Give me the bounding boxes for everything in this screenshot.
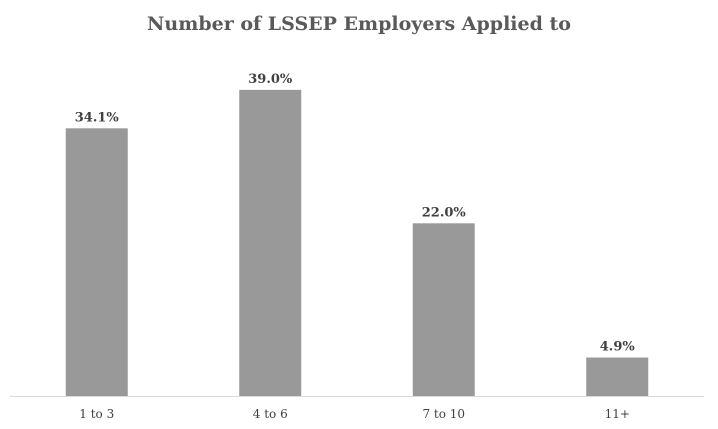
value-label-2: 22.0% xyxy=(422,205,467,220)
bar-1 xyxy=(239,89,302,396)
category-label-1: 4 to 6 xyxy=(253,407,288,421)
bar-3 xyxy=(586,357,649,396)
bars-group xyxy=(65,89,649,396)
value-label-0: 34.1% xyxy=(75,110,120,125)
bar-0 xyxy=(65,128,128,396)
category-label-0: 1 to 3 xyxy=(79,407,114,421)
bar-2 xyxy=(412,223,475,396)
category-label-2: 7 to 10 xyxy=(422,407,465,421)
chart-title: Number of LSSEP Employers Applied to xyxy=(147,13,571,35)
labels-group: 34.1% 1 to 3 39.0% 4 to 6 22.0% 7 to 10 4.9% 11… xyxy=(75,72,636,421)
category-label-3: 11+ xyxy=(605,407,630,421)
value-label-1: 39.0% xyxy=(248,72,293,87)
value-label-3: 4.9% xyxy=(600,340,636,355)
